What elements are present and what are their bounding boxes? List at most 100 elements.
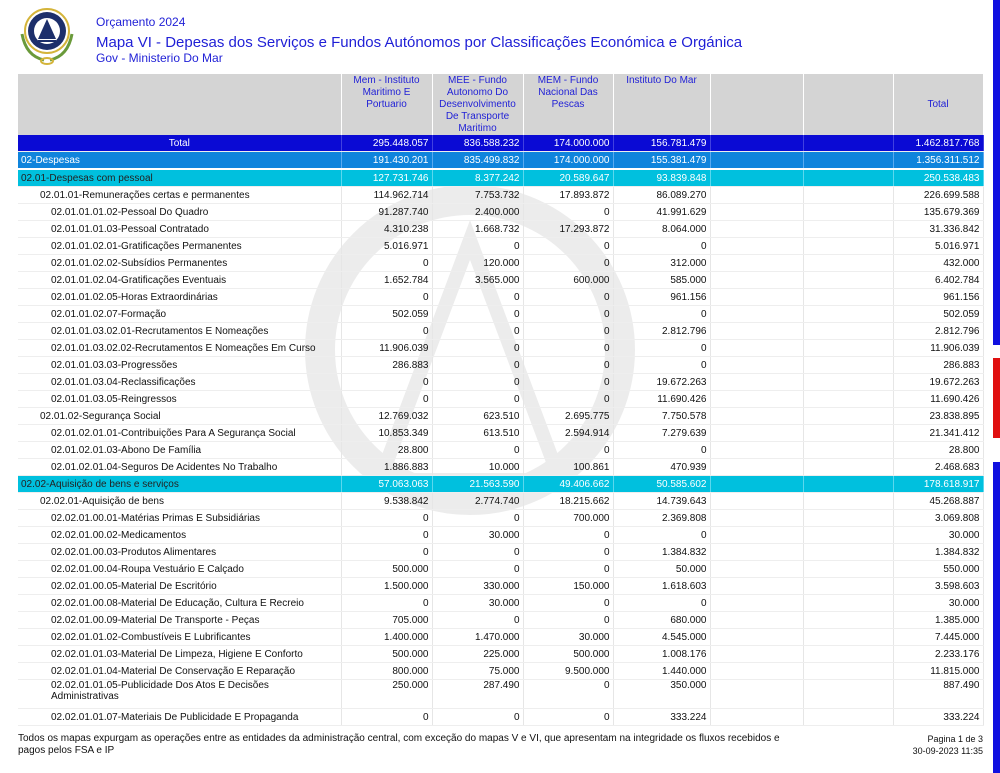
cell-value: 0 <box>432 543 524 561</box>
cell-value: 2.812.796 <box>613 322 711 340</box>
cell-value: 500.000 <box>523 645 614 663</box>
row-label: 02.02.01.01.03-Material De Limpeza, Higi… <box>18 645 342 663</box>
cell-value <box>803 203 894 221</box>
cell-value: 3.565.000 <box>432 271 524 289</box>
cell-value: 0 <box>341 390 433 408</box>
cell-value: 250.538.483 <box>893 169 984 187</box>
cell-value: 7.750.578 <box>613 407 711 425</box>
cell-value: 30.000 <box>893 594 984 612</box>
cell-value: 30.000 <box>523 628 614 646</box>
row-label: 02.01.01.03.04-Reclassificações <box>18 373 342 391</box>
cell-value: 30.000 <box>432 526 524 544</box>
cell-value <box>803 662 894 680</box>
cell-value: 0 <box>523 390 614 408</box>
cell-value: 432.000 <box>893 254 984 272</box>
cell-value: 30.000 <box>432 594 524 612</box>
row-label: 02.02.01.00.05-Material De Escritório <box>18 577 342 595</box>
row-label: 02.02.01.01.02-Combustíveis E Lubrifican… <box>18 628 342 646</box>
cell-value <box>803 458 894 476</box>
row-label: 02.01.01.03.02.01-Recrutamentos E Nomeaç… <box>18 322 342 340</box>
row-label: Total <box>18 135 342 152</box>
cell-value: 28.800 <box>341 441 433 459</box>
cell-value: 5.016.971 <box>341 237 433 255</box>
cell-value: 49.406.662 <box>523 475 614 493</box>
cell-value <box>710 339 804 357</box>
cell-value: 0 <box>523 288 614 306</box>
cell-value: 0 <box>341 254 433 272</box>
cell-value: 1.384.832 <box>893 543 984 561</box>
cell-value <box>710 390 804 408</box>
table-row: 02.01.01.03.05-Reingressos 0 0 0 11.690.426 1… <box>18 390 984 408</box>
cell-value <box>710 628 804 646</box>
cell-value: 150.000 <box>523 577 614 595</box>
cell-value <box>803 407 894 425</box>
cell-value: 0 <box>341 288 433 306</box>
cell-value: 1.652.784 <box>341 271 433 289</box>
cell-value: 250.000 <box>341 679 433 709</box>
cell-value <box>803 628 894 646</box>
cell-value: 3.598.603 <box>893 577 984 595</box>
cell-value: 502.059 <box>893 305 984 323</box>
cell-value: 0 <box>523 526 614 544</box>
cell-value <box>710 543 804 561</box>
row-label: 02.01-Despesas com pessoal <box>18 169 342 187</box>
cell-value: 1.462.817.768 <box>893 135 984 152</box>
cell-value: 550.000 <box>893 560 984 578</box>
cell-value: 0 <box>523 441 614 459</box>
table-row: 02.02.01.01.05-Publicidade Dos Atos E De… <box>18 679 984 709</box>
table-row: 02.01.01.02.01-Gratificações Permanentes… <box>18 237 984 255</box>
cell-value <box>710 611 804 629</box>
cell-value <box>803 220 894 238</box>
cell-value <box>710 356 804 374</box>
cell-value: 286.883 <box>893 356 984 374</box>
cell-value: 0 <box>432 288 524 306</box>
cell-value: 2.774.740 <box>432 492 524 510</box>
cell-value: 226.699.588 <box>893 186 984 204</box>
cell-value: 156.781.479 <box>613 135 711 152</box>
cell-value: 17.293.872 <box>523 220 614 238</box>
cell-value: 225.000 <box>432 645 524 663</box>
cell-value: 4.310.238 <box>341 220 433 238</box>
row-label: 02.02.01.00.02-Medicamentos <box>18 526 342 544</box>
cell-value <box>803 322 894 340</box>
cell-value <box>710 475 804 493</box>
cell-value <box>710 407 804 425</box>
cell-value <box>803 611 894 629</box>
table-row: 02.01.01.02.05-Horas Extraordinárias 0 0 0 9… <box>18 288 984 306</box>
cell-value: 93.839.848 <box>613 169 711 187</box>
cell-value: 0 <box>523 254 614 272</box>
cell-value: 11.906.039 <box>341 339 433 357</box>
cell-value: 19.672.263 <box>893 373 984 391</box>
budget-year: Orçamento 2024 <box>96 15 186 29</box>
cell-value: 8.064.000 <box>613 220 711 238</box>
row-label: 02.02.01.00.03-Produtos Alimentares <box>18 543 342 561</box>
table-row: 02.02.01.00.09-Material De Transporte - … <box>18 611 984 629</box>
cell-value: 0 <box>523 679 614 709</box>
cell-value: 0 <box>341 708 433 726</box>
cell-value: 1.400.000 <box>341 628 433 646</box>
cell-value <box>710 577 804 595</box>
row-label: 02.01.02-Segurança Social <box>18 407 342 425</box>
cell-value: 0 <box>432 509 524 527</box>
total-row: Total 295.448.057 836.588.232 174.000.000 15… <box>18 135 984 152</box>
cell-value: 0 <box>523 356 614 374</box>
cell-value: 21.563.590 <box>432 475 524 493</box>
cell-value <box>710 662 804 680</box>
cell-value: 11.906.039 <box>893 339 984 357</box>
cell-value <box>710 151 804 170</box>
cell-value: 1.618.603 <box>613 577 711 595</box>
cell-value: 1.384.832 <box>613 543 711 561</box>
cell-value <box>803 271 894 289</box>
cell-value: 14.739.643 <box>613 492 711 510</box>
cell-value: 178.618.917 <box>893 475 984 493</box>
cell-value: 0 <box>523 708 614 726</box>
cell-value: 0 <box>523 560 614 578</box>
cell-value: 18.215.662 <box>523 492 614 510</box>
cell-value <box>710 203 804 221</box>
table-row: 02.01.02.01.03-Abono De Família 28.800 0 0 0… <box>18 441 984 459</box>
cell-value: 12.769.032 <box>341 407 433 425</box>
cell-value: 0 <box>613 237 711 255</box>
cell-value <box>710 509 804 527</box>
cell-value: 500.000 <box>341 645 433 663</box>
cell-value <box>710 373 804 391</box>
